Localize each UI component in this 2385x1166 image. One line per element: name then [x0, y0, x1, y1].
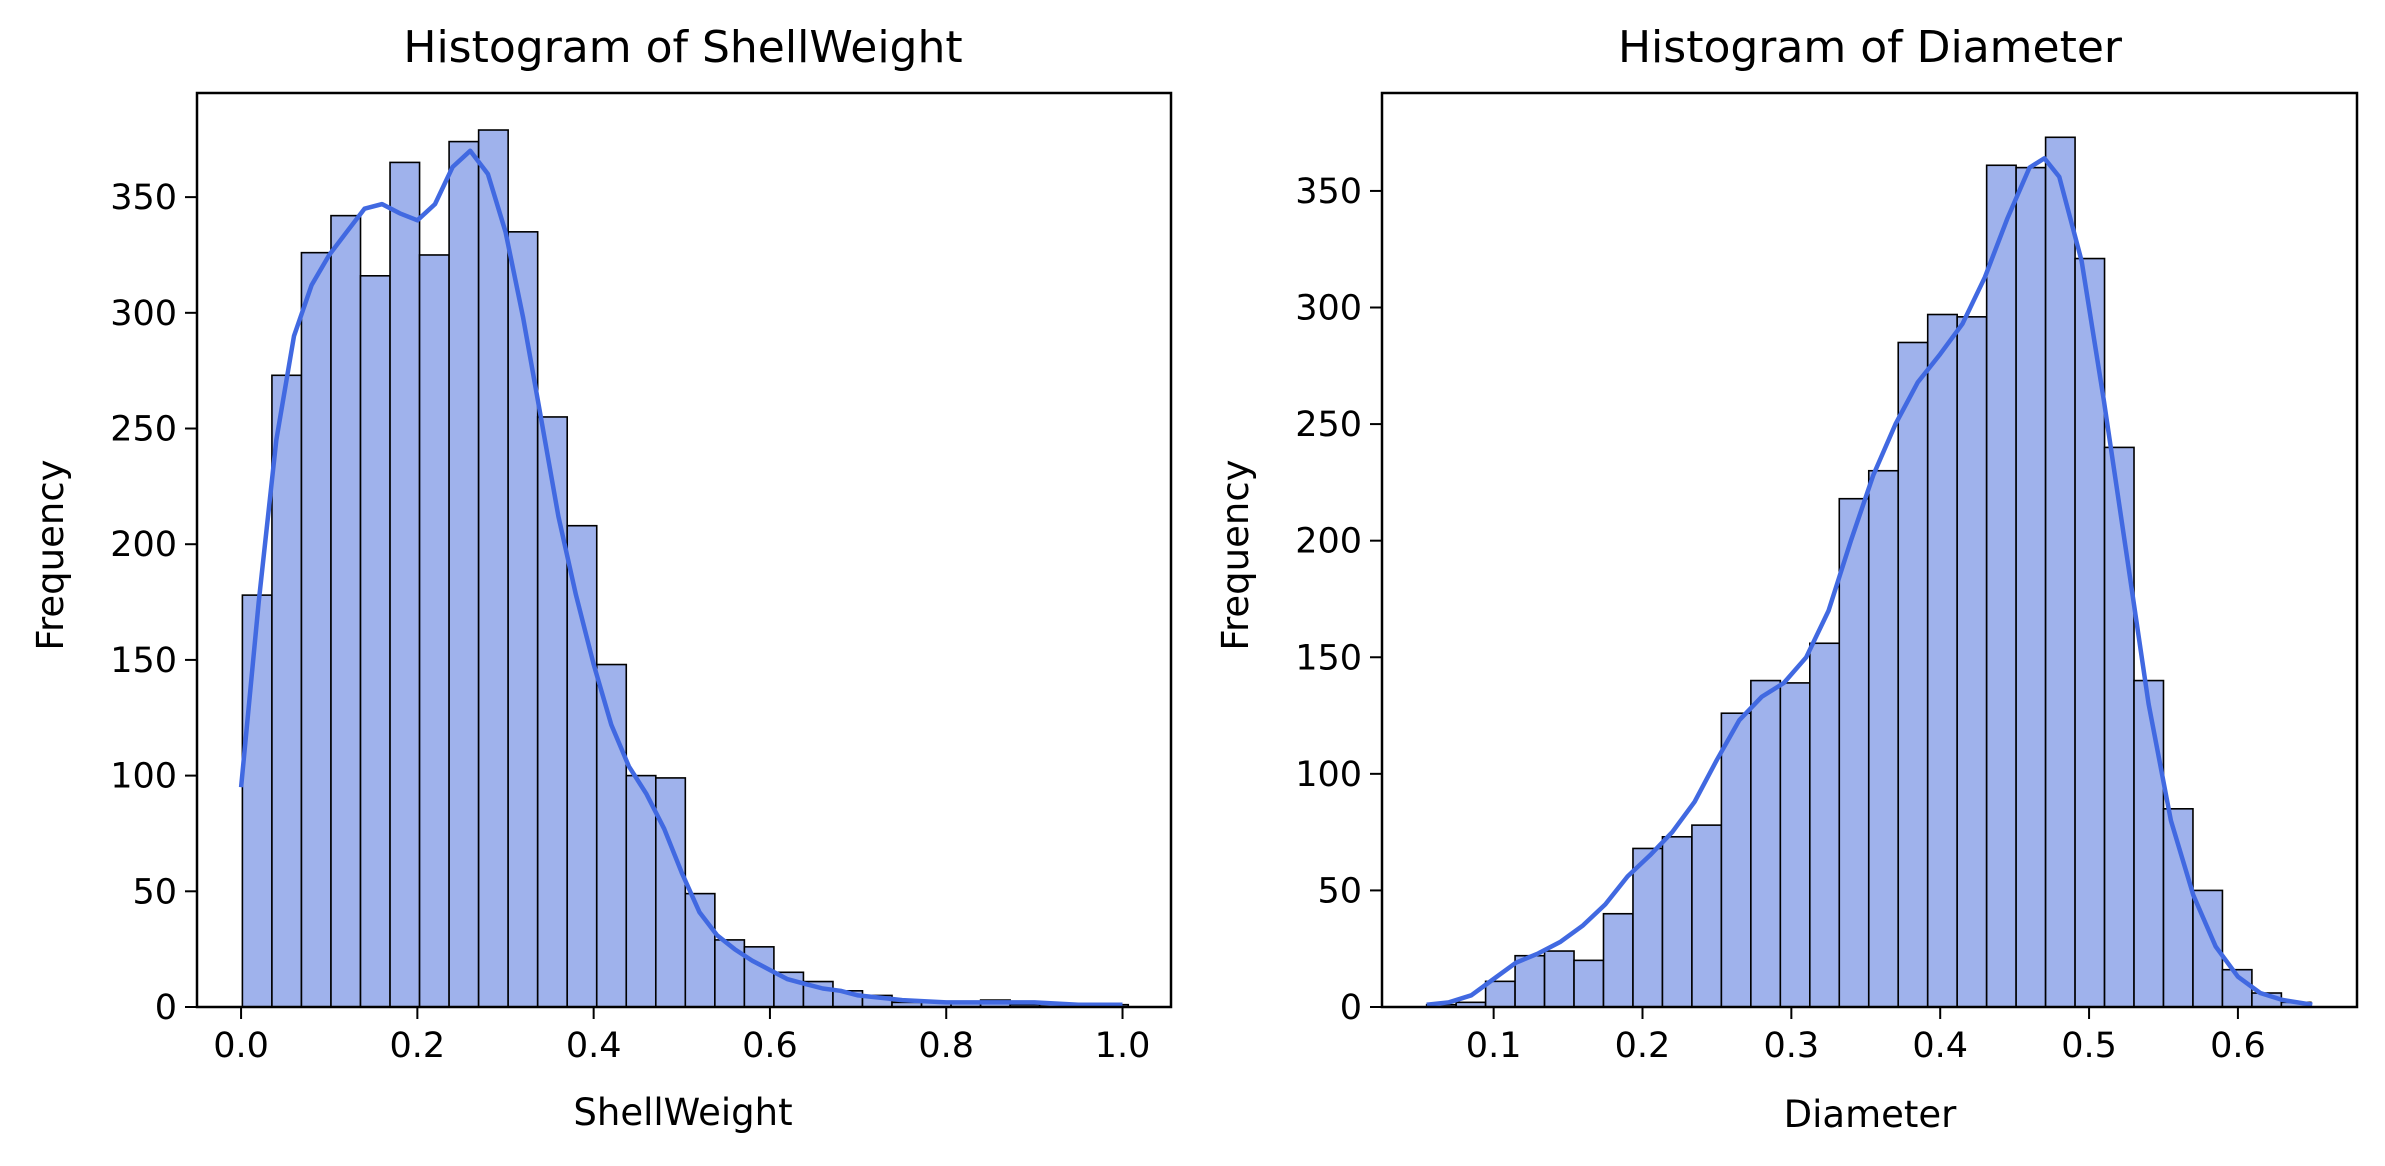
x-tick-label: 0.6 — [742, 1026, 798, 1066]
y-tick-label: 300 — [1295, 289, 1362, 329]
histogram-bar — [536, 416, 569, 1008]
histogram-bar — [359, 274, 391, 1008]
y-tick-label: 350 — [1295, 172, 1362, 212]
y-tick-label: 0 — [155, 988, 177, 1028]
histogram-bar — [1867, 469, 1900, 1008]
histogram-bar — [566, 524, 598, 1008]
histogram-bar — [1720, 712, 1752, 1008]
histogram-bar — [1750, 679, 1782, 1008]
y-tick-label: 50 — [132, 872, 177, 912]
histogram-bar — [1779, 682, 1811, 1008]
y-tick-label: 0 — [1340, 988, 1362, 1028]
bars-group — [1425, 136, 2312, 1008]
x-tick-label: 0.1 — [1466, 1026, 1522, 1066]
chart-title: Histogram of Diameter — [1618, 22, 2123, 73]
histogram-bar — [2015, 166, 2047, 1008]
histogram-bar — [1926, 313, 1958, 1008]
histogram-bar — [389, 161, 421, 1008]
bars-group — [241, 129, 1130, 1008]
histogram-bar — [1632, 847, 1664, 1008]
histogram-bar — [2133, 679, 2165, 1008]
histogram-bar — [2044, 136, 2076, 1008]
histogram-bar — [1691, 824, 1723, 1008]
x-tick-label: 0.4 — [1912, 1026, 1968, 1066]
x-tick-label: 0.4 — [566, 1026, 622, 1066]
histogram-bar — [300, 251, 332, 1008]
x-ticks: 0.0 0.2 0.4 0.6 0.8 1.0 — [213, 1007, 1150, 1066]
histogram-shellweight-panel: Histogram of ShellWeight ShellWeight Fre… — [29, 22, 1173, 1134]
x-tick-label: 1.0 — [1095, 1026, 1151, 1066]
histogram-bar — [1985, 164, 2017, 1008]
histogram-bar — [1838, 497, 1870, 1008]
x-tick-label: 0.3 — [1764, 1026, 1820, 1066]
histogram-bar — [2103, 446, 2135, 1008]
chart-title: Histogram of ShellWeight — [403, 22, 962, 73]
histogram-bar — [448, 140, 480, 1008]
x-tick-label: 0.5 — [2061, 1026, 2117, 1066]
histogram-bar — [507, 231, 539, 1008]
y-tick-label: 300 — [110, 294, 177, 334]
x-tick-label: 0.0 — [213, 1026, 269, 1066]
histogram-bar — [595, 663, 628, 1008]
y-tick-label: 250 — [1295, 405, 1362, 445]
y-ticks: 0 50 100 150 200 250 300 350 — [1295, 172, 1382, 1028]
x-tick-label: 0.2 — [390, 1026, 446, 1066]
histogram-bar — [1956, 316, 1988, 1008]
plot-frame — [195, 91, 1173, 1009]
y-ticks: 0 50 100 150 200 250 300 350 — [110, 178, 197, 1028]
x-axis-label: ShellWeight — [573, 1091, 792, 1134]
histogram-bar — [241, 594, 273, 1008]
x-axis-label: Diameter — [1784, 1093, 1958, 1136]
histogram-bar — [654, 777, 687, 1008]
histogram-bar — [477, 129, 509, 1008]
y-axis-label: Frequency — [29, 459, 72, 650]
x-tick-label: 0.6 — [2210, 1026, 2266, 1066]
y-tick-label: 100 — [1295, 755, 1362, 795]
x-tick-label: 0.2 — [1615, 1026, 1671, 1066]
histogram-bar — [625, 774, 657, 1008]
histogram-bar — [418, 254, 450, 1008]
y-tick-label: 200 — [110, 525, 177, 565]
y-tick-label: 350 — [110, 178, 177, 218]
histogram-bar — [1543, 950, 1575, 1008]
histogram-bar — [1573, 959, 1605, 1008]
y-tick-label: 50 — [1317, 871, 1362, 911]
x-ticks: 0.1 0.2 0.3 0.4 0.5 0.6 — [1466, 1007, 2266, 1066]
kde-curve — [1426, 156, 2313, 1007]
histogram-bar — [330, 214, 362, 1008]
kde-curve — [238, 148, 1123, 1007]
y-axis-label: Frequency — [1214, 459, 1257, 650]
histogram-bar — [1602, 912, 1634, 1008]
histogram-bar — [1809, 642, 1841, 1008]
histogram-bar — [1661, 835, 1693, 1008]
y-tick-label: 200 — [1295, 522, 1362, 562]
y-tick-label: 150 — [1295, 638, 1362, 678]
x-tick-label: 0.8 — [918, 1026, 974, 1066]
histogram-bar — [1897, 341, 1929, 1008]
plot-frame — [1380, 91, 2359, 1009]
y-tick-label: 100 — [110, 757, 177, 797]
histogram-diameter-panel: Histogram of Diameter Diameter Frequency… — [1214, 22, 2359, 1136]
y-tick-label: 150 — [110, 641, 177, 681]
y-tick-label: 250 — [110, 410, 177, 450]
histogram-bar — [1484, 980, 1516, 1008]
histogram-bar — [271, 374, 303, 1008]
